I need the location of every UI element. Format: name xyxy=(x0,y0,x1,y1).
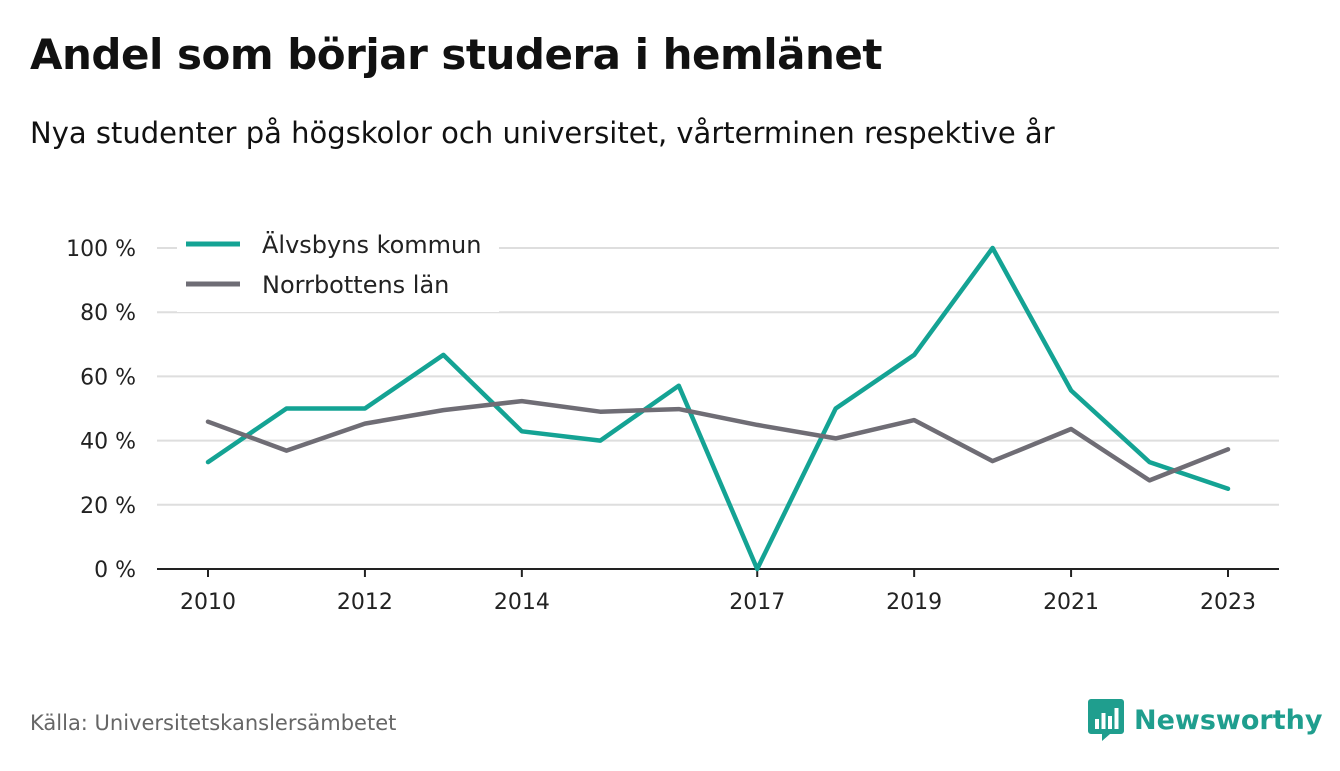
series-lines xyxy=(205,245,1231,572)
y-tick-label: 40 % xyxy=(80,430,136,455)
x-tick-label: 2017 xyxy=(729,590,785,615)
x-tick-label: 2014 xyxy=(494,590,550,615)
chart-title: Andel som börjar studera i hemlänet xyxy=(30,30,883,79)
legend-background xyxy=(177,226,499,312)
y-tick-label: 60 % xyxy=(80,365,136,390)
y-tick-label: 20 % xyxy=(80,494,136,519)
x-tick-label: 2023 xyxy=(1200,590,1256,615)
line-chart: 0 %20 %40 %60 %80 %100 % 2010 2012 2014 201… xyxy=(66,226,1279,615)
x-tick-label: 2010 xyxy=(180,590,236,615)
source-note: Källa: Universitetskanslersämbetet xyxy=(30,711,397,735)
x-tick-label: 2019 xyxy=(886,590,942,615)
series-line-2 xyxy=(205,398,1231,483)
legend-label: Norrbottens län xyxy=(262,271,449,299)
x-tick-label: 2012 xyxy=(337,590,393,615)
brand-logo: Newsworthy xyxy=(1088,698,1322,742)
y-tick-label: 100 % xyxy=(66,237,136,262)
brand-name: Newsworthy xyxy=(1134,704,1323,736)
legend: Älvsbyns kommun Norrbottens län xyxy=(177,226,499,312)
y-tick-label: 0 % xyxy=(94,558,136,583)
legend-label: Älvsbyns kommun xyxy=(262,230,481,259)
series-line-1 xyxy=(205,245,1231,572)
x-axis: 2010 2012 2014 2017 2019 2021 2023 xyxy=(157,568,1279,615)
x-tick-label: 2021 xyxy=(1043,590,1099,615)
chart-subtitle: Nya studenter på högskolor och universit… xyxy=(30,116,1055,150)
y-axis-tick-labels: 0 % 20 % 40 % 60 % 80 % 100 % xyxy=(66,237,136,583)
newsworthy-logo-icon xyxy=(1088,699,1124,741)
y-tick-label: 80 % xyxy=(80,301,136,326)
